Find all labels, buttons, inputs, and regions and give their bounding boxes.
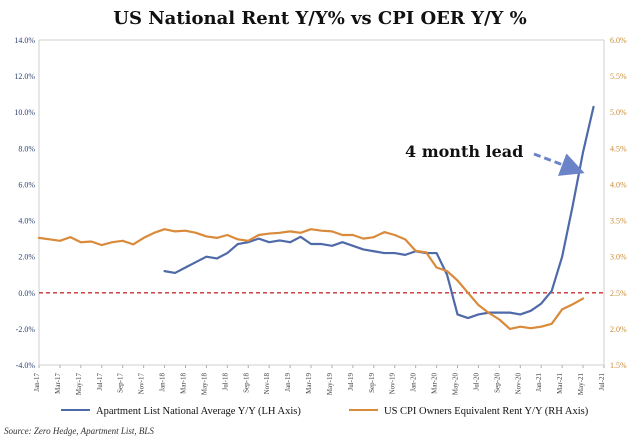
x-axis-tick-label: May-21 (577, 373, 585, 396)
right-axis-tick-label: 5.5% (610, 72, 627, 81)
source-note: Source: Zero Hedge, Apartment List, BLS (4, 426, 154, 436)
apartment-list-series-line (163, 105, 595, 320)
left-axis-tick-label: 0.0% (18, 289, 35, 298)
x-axis-tick-label: Nov-19 (389, 373, 397, 395)
right-axis-tick-label: 3.5% (610, 217, 627, 226)
left-axis-tick-label: 4.0% (18, 217, 35, 226)
x-axis-tick-label: Jan-18 (159, 373, 167, 392)
left-axis-tick-label: -2.0% (16, 325, 36, 334)
left-axis-tick-label: 2.0% (18, 253, 35, 262)
left-axis-tick-label: 10.0% (14, 108, 35, 117)
left-axis-tick-label: 14.0% (14, 36, 35, 45)
annotation-text: 4 month lead (405, 142, 523, 161)
legend-cpi-label: US CPI Owners Equivalent Rent Y/Y (RH Ax… (384, 406, 589, 417)
x-axis-tick-label: Nov-20 (514, 373, 522, 395)
x-axis-tick-label: Jan-21 (535, 373, 543, 392)
x-axis-tick-label: Jul-19 (347, 373, 355, 391)
x-axis-tick-label: Sep-19 (368, 373, 376, 393)
right-axis-tick-label: 1.5% (610, 361, 627, 370)
x-axis-tick-label: Jul-21 (598, 373, 606, 391)
x-axis-tick-label: May-20 (452, 373, 460, 396)
left-axis-tick-label: -4.0% (16, 361, 36, 370)
x-axis-ticks: Jan-17 Mar-17 May-17 Jul-17 Sep-17 Nov-17 Jan-… (33, 365, 606, 395)
right-axis-tick-label: 6.0% (610, 36, 627, 45)
right-axis-ticks: 6.0% 5.5% 5.0% 4.5% 4.0% 3.5% 3.0% 2.5% 2.0% 1.5% (610, 36, 627, 370)
x-axis-tick-label: Jul-18 (221, 373, 229, 391)
x-axis-tick-label: Jul-20 (472, 373, 480, 391)
x-axis-tick-label: May-19 (326, 373, 334, 396)
x-axis-tick-label: Jul-17 (96, 373, 104, 391)
x-axis-tick-label: Jan-20 (410, 373, 418, 392)
left-axis-tick-label: 12.0% (14, 72, 35, 81)
x-axis-tick-label: Mar-19 (305, 373, 313, 394)
left-axis-tick-label: 6.0% (18, 180, 35, 189)
x-axis-tick-label: Jan-17 (33, 373, 41, 392)
x-axis-tick-label: Mar-21 (556, 373, 564, 394)
legend-apartment-label: Apartment List National Average Y/Y (LH … (96, 406, 301, 417)
cpi-oer-series-line (37, 228, 585, 330)
x-axis-tick-label: Sep-17 (117, 373, 125, 393)
x-axis-tick-label: Nov-18 (263, 373, 271, 395)
right-axis-tick-label: 5.0% (610, 108, 627, 117)
left-axis-ticks: 14.0% 12.0% 10.0% 8.0% 6.0% 4.0% 2.0% 0.0% -2.0%… (14, 36, 35, 370)
right-axis-tick-label: 4.0% (610, 180, 627, 189)
x-axis-tick-label: Nov-17 (138, 373, 146, 395)
x-axis-tick-label: Sep-20 (493, 373, 501, 393)
right-axis-tick-label: 2.0% (610, 325, 627, 334)
x-axis-tick-label: Sep-18 (242, 373, 250, 393)
x-axis-tick-label: Mar-18 (179, 373, 187, 394)
right-axis-tick-label: 4.5% (610, 144, 627, 153)
chart-title: US National Rent Y/Y% vs CPI OER Y/Y % (113, 8, 527, 29)
right-axis-tick-label: 2.5% (610, 289, 627, 298)
right-axis-tick-label: 3.0% (610, 253, 627, 262)
x-axis-tick-label: Mar-20 (431, 373, 439, 394)
x-axis-tick-label: May-17 (75, 373, 83, 396)
x-axis-tick-label: Jan-19 (284, 373, 292, 392)
x-axis-tick-label: May-18 (200, 373, 208, 396)
left-axis-tick-label: 8.0% (18, 144, 35, 153)
x-axis-tick-label: Mar-17 (54, 373, 62, 394)
annotation-arrow (533, 152, 585, 176)
